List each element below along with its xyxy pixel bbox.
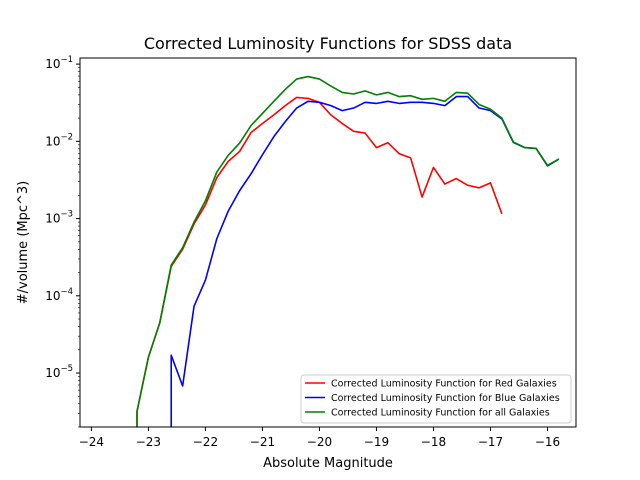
x-tick-label: −18 (421, 435, 446, 449)
x-tick-label: −16 (535, 435, 560, 449)
x-tick-label: −17 (478, 435, 503, 449)
legend-label: Corrected Luminosity Function for all Ga… (331, 408, 550, 419)
series-line-blue (170, 95, 560, 427)
y-tick-label: 10−2 (45, 132, 73, 148)
x-tick-label: −21 (250, 435, 275, 449)
x-tick-label: −23 (136, 435, 161, 449)
plot-frame (79, 57, 577, 428)
legend-box (300, 374, 572, 424)
series-line-all (136, 75, 560, 427)
y-tick-label: 10−4 (45, 287, 73, 303)
y-tick-label: 10−5 (45, 364, 73, 380)
y-tick-label: 10−3 (45, 210, 73, 226)
y-tick-label: 10−1 (45, 55, 73, 71)
legend: Corrected Luminosity Function for Red Ga… (300, 374, 572, 424)
legend-label: Corrected Luminosity Function for Blue G… (331, 393, 560, 404)
series-layer (136, 75, 560, 427)
x-axis: −24 −23 −22 −21 −20 −19 −18 −17 −16 (79, 427, 560, 449)
x-tick-label: −24 (79, 435, 104, 449)
chart-title: Corrected Luminosity Functions for SDSS … (144, 34, 512, 53)
x-tick-label: −19 (364, 435, 389, 449)
legend-label: Corrected Luminosity Function for Red Ga… (331, 379, 557, 390)
y-axis-label: #/volume (Mpc^3) (16, 181, 31, 305)
y-axis: 10−5 10−4 10−3 10−2 10−1 (45, 55, 80, 428)
x-tick-label: −22 (193, 435, 218, 449)
x-axis-label: Absolute Magnitude (263, 456, 393, 471)
x-tick-label: −20 (307, 435, 332, 449)
